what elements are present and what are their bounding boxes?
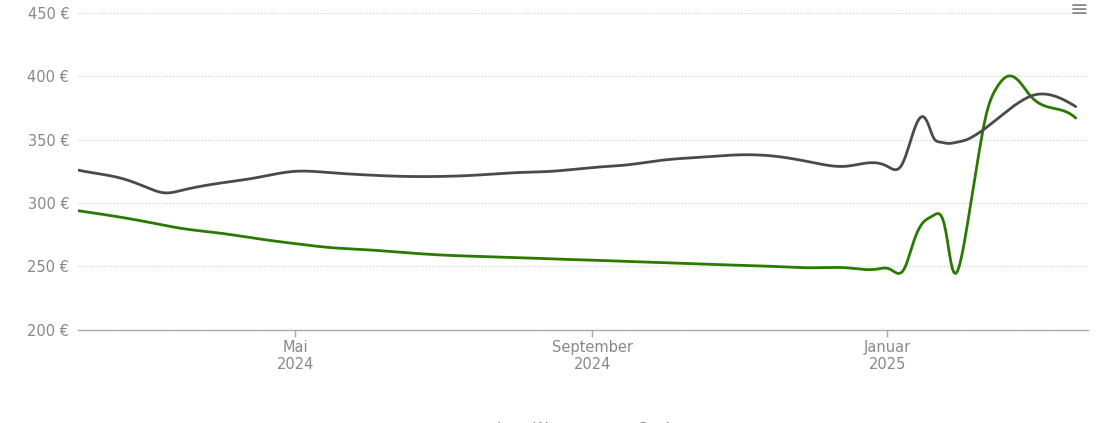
Text: ≡: ≡ xyxy=(1069,0,1088,20)
Legend: lose Ware, Sackware: lose Ware, Sackware xyxy=(448,416,717,423)
